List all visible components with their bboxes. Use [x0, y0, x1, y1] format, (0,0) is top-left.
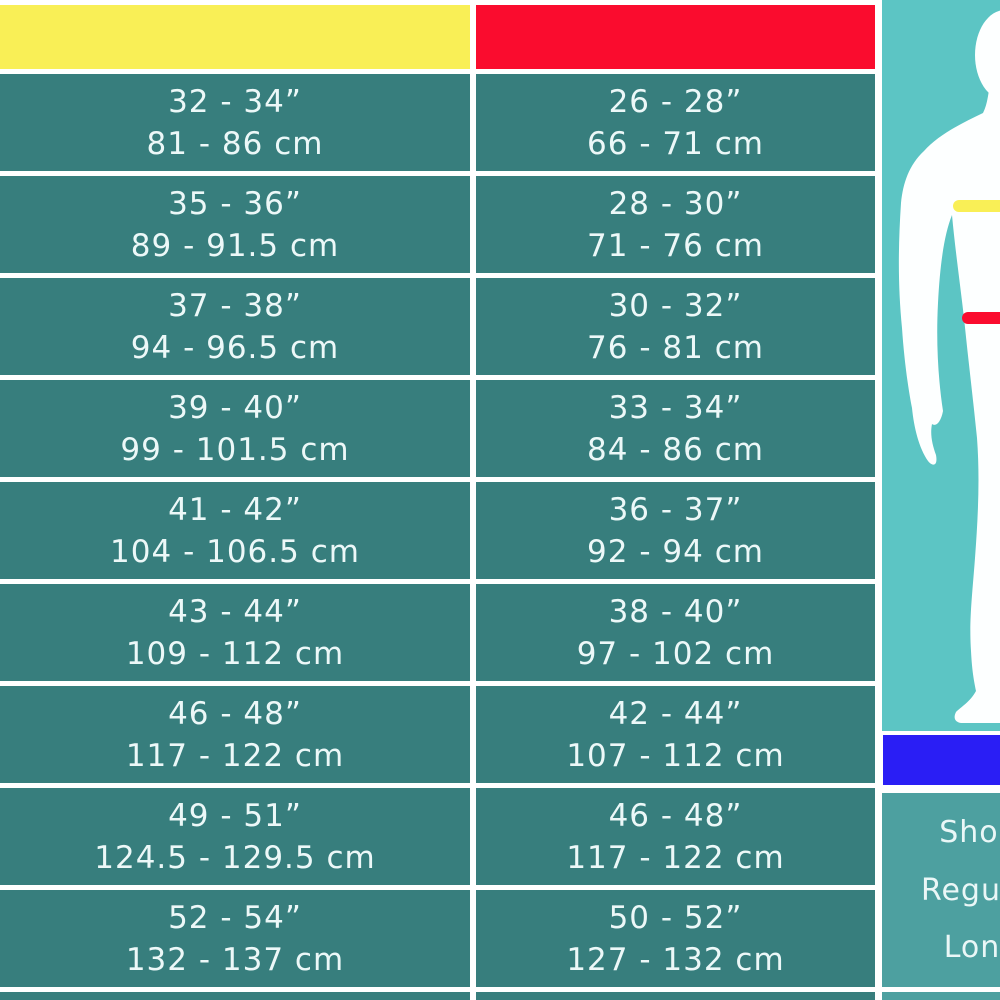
chest-size-cell: 41 - 42” 104 - 106.5 cm — [0, 482, 470, 579]
cm-value: 66 - 71 cm — [587, 125, 764, 162]
chest-size-cell: 32 - 34” 81 - 86 cm — [0, 74, 470, 171]
length-option-long: Long — [943, 929, 1000, 965]
chest-size-cell: 49 - 51” 124.5 - 129.5 cm — [0, 788, 470, 885]
inches-value: 35 - 36” — [168, 185, 302, 222]
waist-size-cell: 36 - 37” 92 - 94 cm — [476, 482, 875, 579]
waist-size-cell: 33 - 34” 84 - 86 cm — [476, 380, 875, 477]
inches-value: 28 - 30” — [608, 185, 743, 222]
cm-value: 92 - 94 cm — [587, 533, 764, 570]
waist-column-header — [476, 5, 875, 69]
inches-value: 32 - 34” — [168, 83, 302, 120]
clipped-row-stub — [476, 992, 875, 1000]
cm-value: 71 - 76 cm — [587, 227, 764, 264]
cm-value: 117 - 122 cm — [566, 839, 785, 876]
cm-value: 104 - 106.5 cm — [110, 533, 360, 570]
waist-measure-line — [962, 312, 1000, 324]
length-option-short: Short — [939, 815, 1000, 851]
inches-value: 46 - 48” — [168, 695, 302, 732]
inches-value: 37 - 38” — [168, 287, 302, 324]
chest-measure-line — [953, 200, 1000, 212]
inches-value: 49 - 51” — [168, 797, 302, 834]
body-silhouette — [898, 10, 1000, 723]
cm-value: 81 - 86 cm — [146, 125, 324, 162]
length-options-panel: Short Regular Long — [882, 793, 1000, 987]
waist-size-cell: 42 - 44” 107 - 112 cm — [476, 686, 875, 783]
cm-value: 84 - 86 cm — [587, 431, 764, 468]
inches-value: 39 - 40” — [168, 389, 302, 426]
inches-value: 46 - 48” — [608, 797, 743, 834]
chest-size-cell: 43 - 44” 109 - 112 cm — [0, 584, 470, 681]
cm-value: 109 - 112 cm — [125, 635, 345, 672]
chest-column-header — [0, 5, 470, 69]
chest-size-cell: 37 - 38” 94 - 96.5 cm — [0, 278, 470, 375]
cm-value: 76 - 81 cm — [587, 329, 764, 366]
cm-value: 97 - 102 cm — [576, 635, 775, 672]
inches-value: 52 - 54” — [168, 899, 302, 936]
clipped-row-stub — [0, 992, 470, 1000]
cm-value: 132 - 137 cm — [125, 941, 345, 978]
inches-value: 30 - 32” — [608, 287, 743, 324]
waist-size-cell: 38 - 40” 97 - 102 cm — [476, 584, 875, 681]
inches-value: 38 - 40” — [608, 593, 743, 630]
length-option-regular: Regular — [920, 872, 1000, 908]
inches-value: 42 - 44” — [608, 695, 743, 732]
inches-value: 36 - 37” — [608, 491, 743, 528]
cm-value: 99 - 101.5 cm — [120, 431, 350, 468]
inches-value: 43 - 44” — [168, 593, 302, 630]
figure-panel: Short Regular Long — [881, 0, 1000, 1000]
silhouette-head — [975, 10, 1000, 100]
cm-value: 127 - 132 cm — [566, 941, 785, 978]
chest-size-cell: 52 - 54” 132 - 137 cm — [0, 890, 470, 987]
inches-value: 41 - 42” — [168, 491, 302, 528]
length-header-bar — [883, 735, 1000, 785]
waist-size-cell: 26 - 28” 66 - 71 cm — [476, 74, 875, 171]
cm-value: 124.5 - 129.5 cm — [94, 839, 376, 876]
cm-value: 89 - 91.5 cm — [130, 227, 340, 264]
waist-size-cell: 30 - 32” 76 - 81 cm — [476, 278, 875, 375]
clipped-row-stub — [882, 992, 1000, 1000]
size-table: 32 - 34” 81 - 86 cm 26 - 28” 66 - 71 cm … — [0, 5, 875, 1000]
waist-size-cell: 46 - 48” 117 - 122 cm — [476, 788, 875, 885]
inches-value: 26 - 28” — [608, 83, 743, 120]
waist-size-cell: 28 - 30” 71 - 76 cm — [476, 176, 875, 273]
chest-size-cell: 39 - 40” 99 - 101.5 cm — [0, 380, 470, 477]
inches-value: 50 - 52” — [608, 899, 743, 936]
chest-size-cell: 35 - 36” 89 - 91.5 cm — [0, 176, 470, 273]
body-figure-area — [882, 0, 1000, 731]
cm-value: 117 - 122 cm — [125, 737, 345, 774]
cm-value: 94 - 96.5 cm — [130, 329, 340, 366]
inches-value: 33 - 34” — [608, 389, 743, 426]
waist-size-cell: 50 - 52” 127 - 132 cm — [476, 890, 875, 987]
chest-size-cell: 46 - 48” 117 - 122 cm — [0, 686, 470, 783]
cm-value: 107 - 112 cm — [566, 737, 785, 774]
silhouette-body — [898, 83, 1000, 723]
